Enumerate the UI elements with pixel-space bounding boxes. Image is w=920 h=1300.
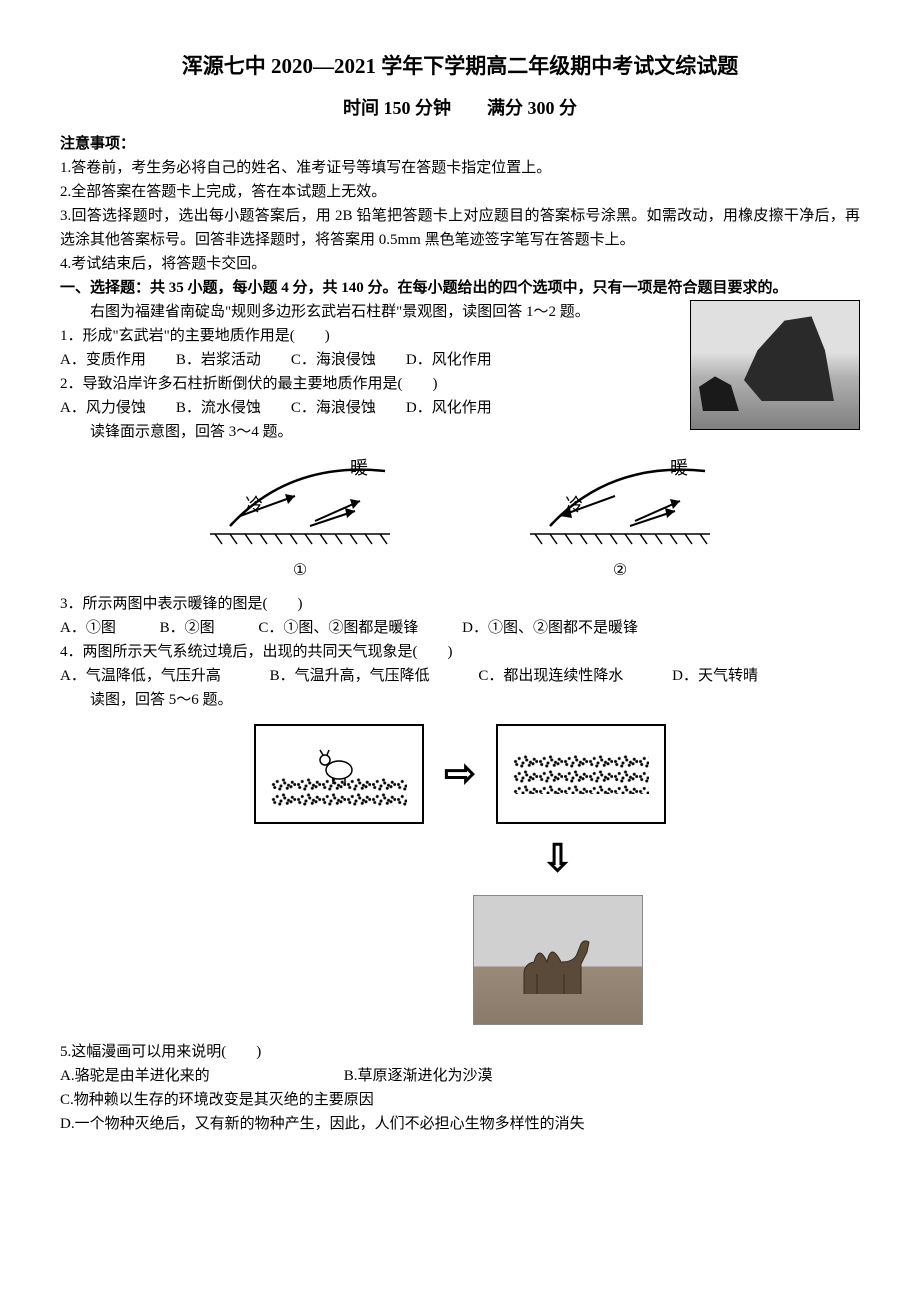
basalt-column-photo xyxy=(690,300,860,430)
cold-front-svg: 冷 暖 xyxy=(200,456,400,556)
notice-item: 3.回答选择题时，选出每小题答案后，用 2B 铅笔把答题卡上对应题目的答案标号涂… xyxy=(60,204,860,252)
cartoon-panel-sheep xyxy=(254,724,424,824)
q1-opt-b: B．岩浆活动 xyxy=(176,348,261,372)
q5-opt-b: B.草原逐渐进化为沙漠 xyxy=(344,1068,493,1084)
cartoon-panel-grass xyxy=(496,724,666,824)
cold-label: 冷 xyxy=(245,495,263,515)
notice-item: 2.全部答案在答题卡上完成，答在本试题上无效。 xyxy=(60,180,860,204)
sheep-icon xyxy=(311,744,361,784)
q2-opt-b: B．流水侵蚀 xyxy=(176,396,261,420)
q2-opt-d: D．风化作用 xyxy=(406,396,492,420)
diagram-2: 冷 暖 ② xyxy=(520,456,720,584)
q1-opt-c: C．海浪侵蚀 xyxy=(291,348,376,372)
notice-item: 4.考试结束后，将答题卡交回。 xyxy=(60,252,860,276)
q4-opt-a: A．气温降低，气压升高 xyxy=(60,664,221,688)
q1-options: A．变质作用 B．岩浆活动 C．海浪侵蚀 D．风化作用 xyxy=(60,348,660,372)
section1-heading: 一、选择题：共 35 小题，每小题 4 分，共 140 分。在每小题给出的四个选… xyxy=(60,276,860,300)
q5-opt-c: C.物种赖以生存的环境改变是其灭绝的主要原因 xyxy=(60,1088,860,1112)
warm-label: 暖 xyxy=(350,458,368,478)
q3-opt-c: C．①图、②图都是暖锋 xyxy=(258,616,418,640)
camel-icon xyxy=(509,924,609,999)
q3-options: A．①图 B．②图 C．①图、②图都是暖锋 D．①图、②图都不是暖锋 xyxy=(60,616,860,640)
q1-stem: 1．形成"玄武岩"的主要地质作用是( ) xyxy=(60,324,660,348)
notice-heading: 注意事项： xyxy=(60,132,860,156)
q4-options: A．气温降低，气压升高 B．气温升高，气压降低 C．都出现连续性降水 D．天气转… xyxy=(60,664,860,688)
rock-shape-icon xyxy=(699,376,739,411)
cartoon-diagram: ⇨ ⇩ xyxy=(60,724,860,1025)
q4-opt-d: D．天气转晴 xyxy=(672,664,758,688)
arrow-right-icon: ⇨ xyxy=(444,744,476,805)
front-diagrams: 冷 暖 ① xyxy=(60,456,860,584)
q2-stem: 2．导致沿岸许多石柱折断倒伏的最主要地质作用是( ) xyxy=(60,372,660,396)
exam-title: 浑源七中 2020—2021 学年下学期高二年级期中考试文综试题 xyxy=(60,50,860,84)
notice-item: 1.答卷前，考生务必将自己的姓名、准考证号等填写在答题卡指定位置上。 xyxy=(60,156,860,180)
cartoon-panel-camel xyxy=(473,895,643,1025)
cold-label: 冷 xyxy=(565,495,583,515)
q3-opt-b: B．②图 xyxy=(160,616,215,640)
exam-subtitle: 时间 150 分钟 满分 300 分 xyxy=(60,94,860,123)
diagram-2-label: ② xyxy=(520,558,720,584)
warm-label: 暖 xyxy=(670,458,688,478)
arrow-down-icon: ⇩ xyxy=(542,829,574,890)
q4-opt-c: C．都出现连续性降水 xyxy=(478,664,623,688)
q3-opt-d: D．①图、②图都不是暖锋 xyxy=(462,616,638,640)
q5-opt-a: A.骆驼是由羊进化来的 xyxy=(60,1064,340,1088)
warm-front-svg: 冷 暖 xyxy=(520,456,720,556)
grass-icon xyxy=(513,754,649,794)
rock-shape-icon xyxy=(744,316,834,401)
diagram-1: 冷 暖 ① xyxy=(200,456,400,584)
context-1: 右图为福建省南碇岛"规则多边形玄武岩石柱群"景观图，读图回答 1～2 题。 xyxy=(60,300,660,324)
diagram-1-label: ① xyxy=(200,558,400,584)
q2-options: A．风力侵蚀 B．流水侵蚀 C．海浪侵蚀 D．风化作用 xyxy=(60,396,660,420)
q5-block: 5.这幅漫画可以用来说明( ) A.骆驼是由羊进化来的 B.草原逐渐进化为沙漠 … xyxy=(60,1040,860,1136)
q3-stem: 3．所示两图中表示暖锋的图是( ) xyxy=(60,592,860,616)
q2-opt-a: A．风力侵蚀 xyxy=(60,396,146,420)
q4-stem: 4．两图所示天气系统过境后，出现的共同天气现象是( ) xyxy=(60,640,860,664)
context-3: 读图，回答 5～6 题。 xyxy=(60,688,860,712)
q2-opt-c: C．海浪侵蚀 xyxy=(291,396,376,420)
q5-opt-d: D.一个物种灭绝后，又有新的物种产生，因此，人们不必担心生物多样性的消失 xyxy=(60,1112,860,1136)
q3-opt-a: A．①图 xyxy=(60,616,116,640)
q1-opt-d: D．风化作用 xyxy=(406,348,492,372)
q4-opt-b: B．气温升高，气压降低 xyxy=(270,664,430,688)
notice-section: 注意事项： 1.答卷前，考生务必将自己的姓名、准考证号等填写在答题卡指定位置上。… xyxy=(60,132,860,276)
q1-q2-block: 右图为福建省南碇岛"规则多边形玄武岩石柱群"景观图，读图回答 1～2 题。 1．… xyxy=(60,300,860,420)
q5-stem: 5.这幅漫画可以用来说明( ) xyxy=(60,1040,860,1064)
q1-opt-a: A．变质作用 xyxy=(60,348,146,372)
